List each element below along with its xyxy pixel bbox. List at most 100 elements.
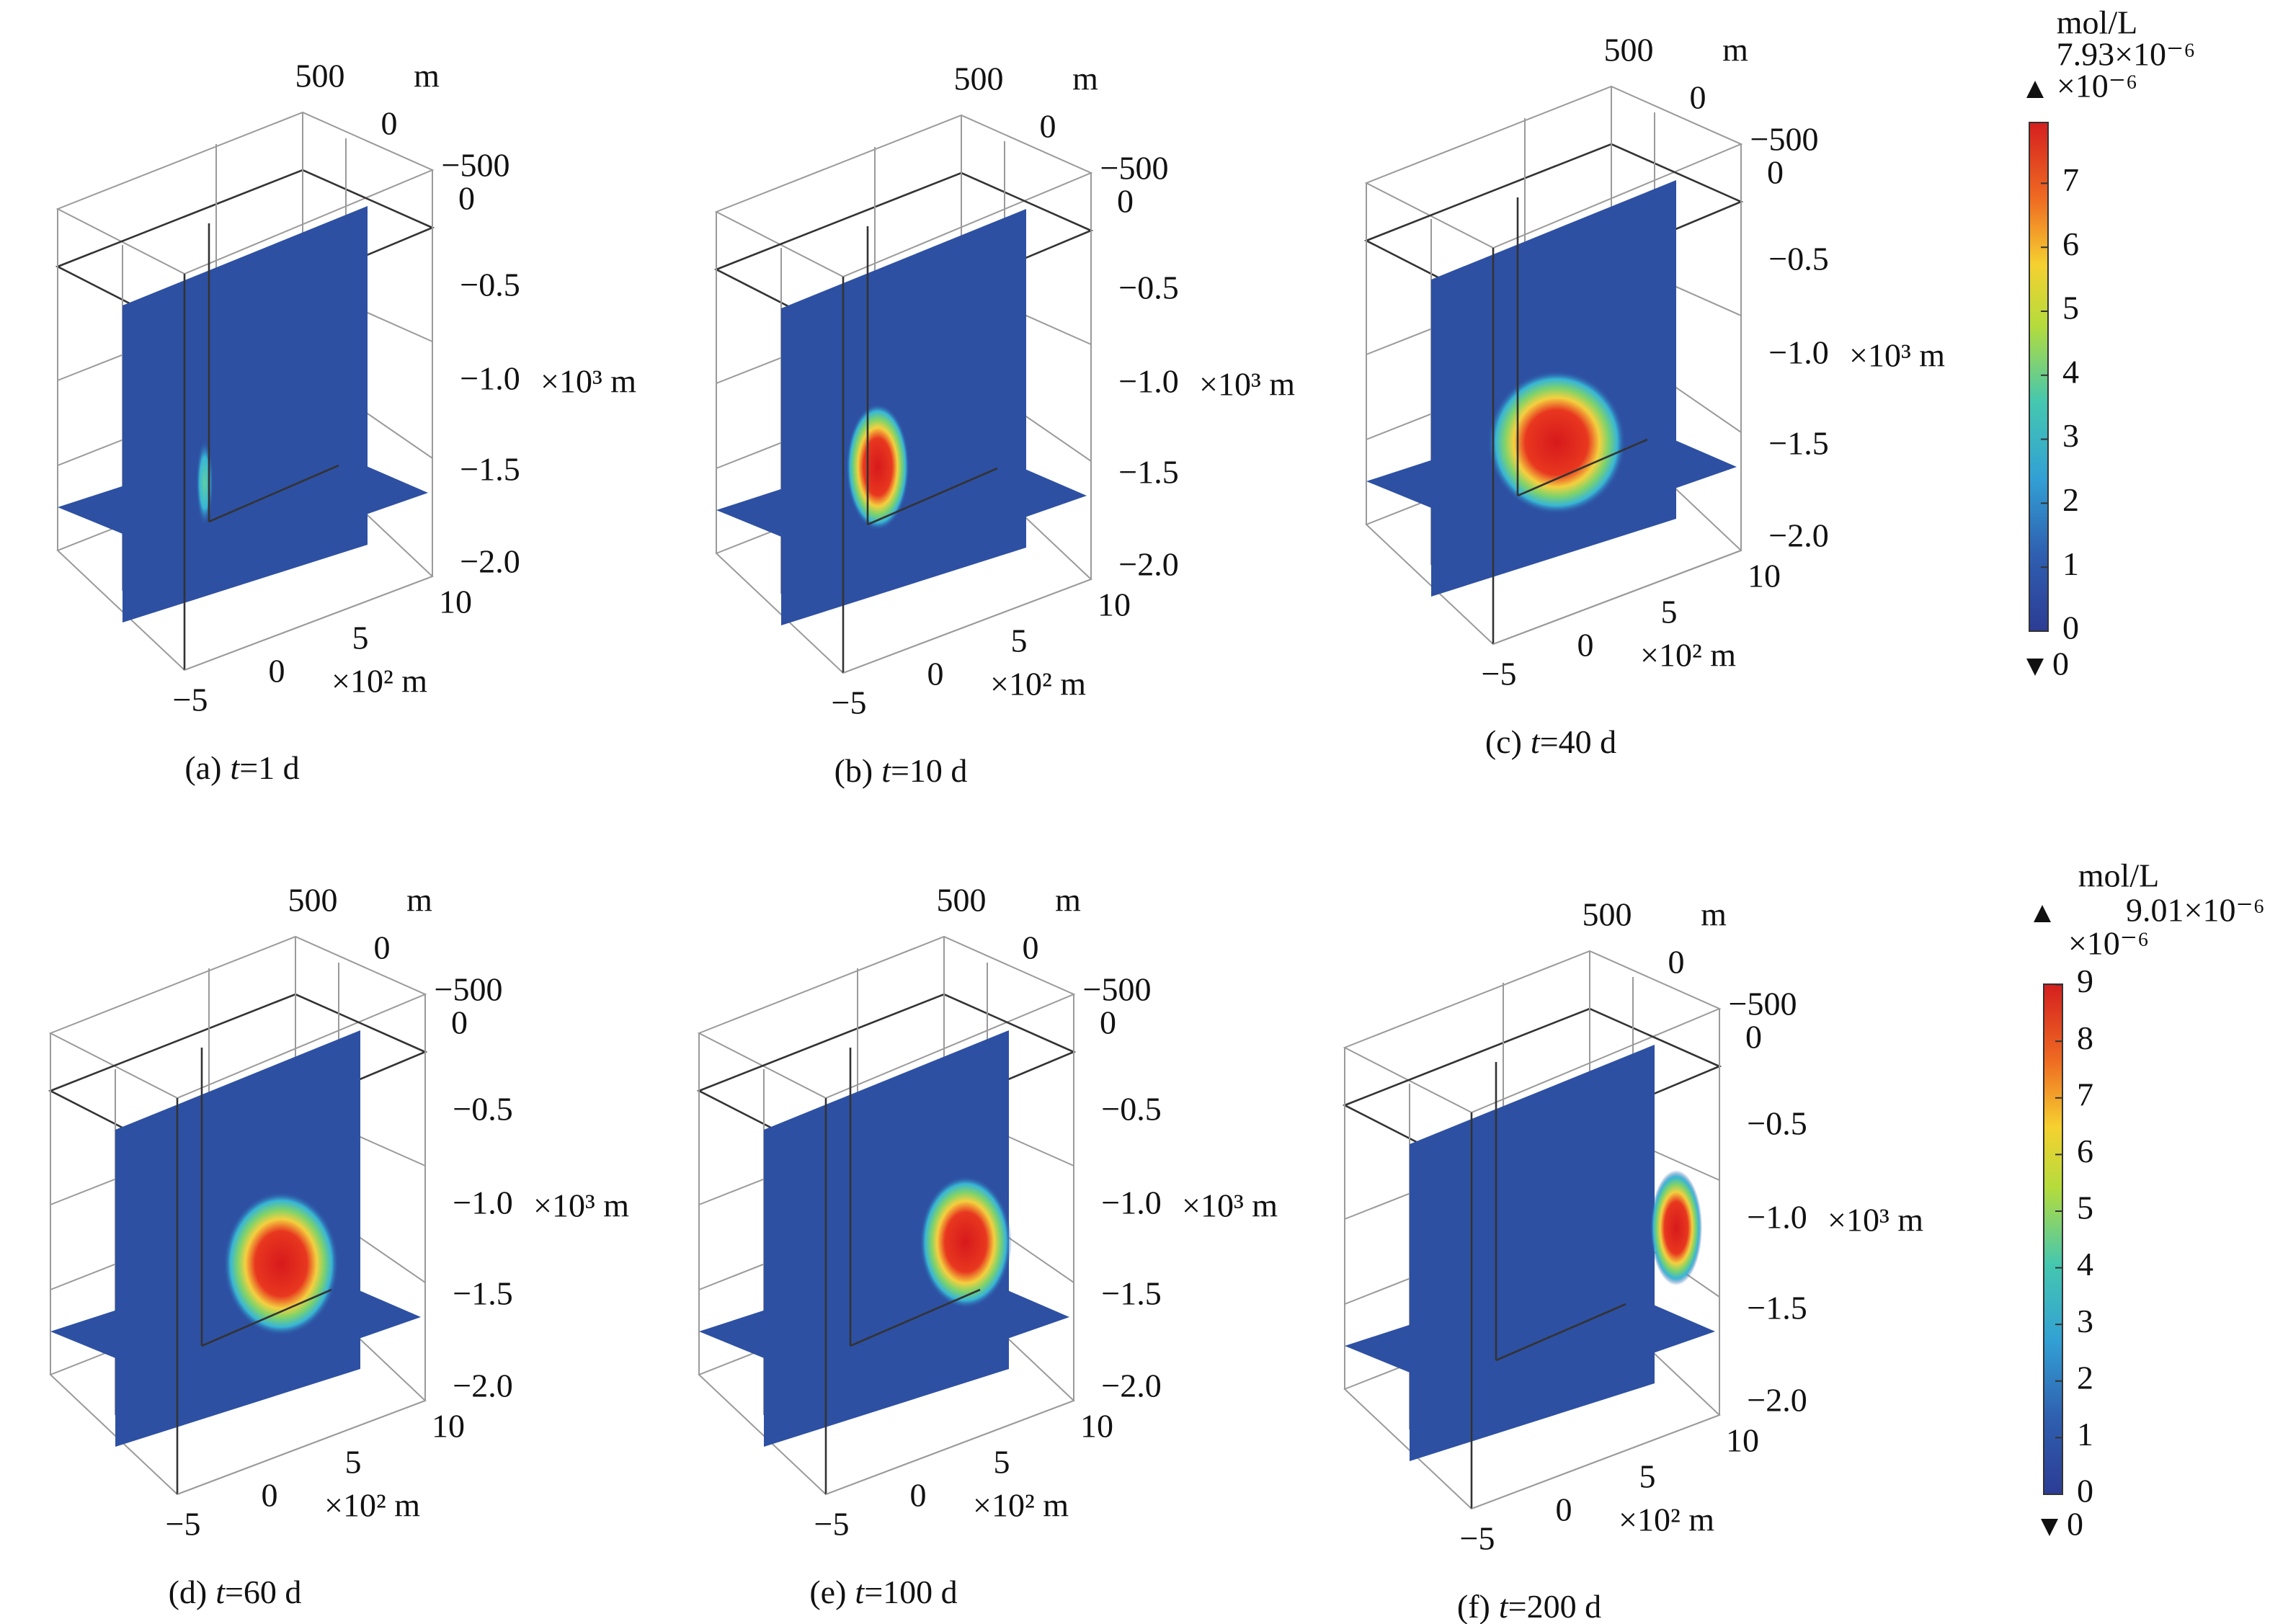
x-tick-label: −5 [814,1506,850,1543]
z-tick-label: −0.5 [1101,1091,1161,1128]
colorbar-tick-label: 4 [2077,1246,2093,1282]
x-axis-unit: ×10² m [1640,637,1736,674]
x-axis-unit: ×10² m [973,1487,1069,1524]
caption-label: (b) [834,752,873,789]
colorbar-tick-label: 7 [2077,1076,2093,1112]
caption-value: =10 d [891,752,967,789]
z-tick-label: −0.5 [1118,269,1178,306]
caption-value: =60 d [225,1574,301,1610]
colorbar-tick-label: 2 [2062,481,2079,518]
caption-variable: t [1499,1588,1509,1624]
z-tick-label: −1.5 [1101,1275,1161,1312]
caption-label: (e) [809,1574,846,1610]
y-axis-unit: m [406,882,432,919]
x-tick-label: 5 [345,1444,362,1481]
caption: (f) t=200 d [1457,1588,1601,1624]
x-tick-label: 0 [262,1477,278,1514]
colorbar-tick-label: 3 [2062,417,2079,454]
x-tick-label: 10 [1748,558,1781,594]
z-tick-label: −2.0 [460,543,520,580]
colorbar-unit: mol/L [2057,4,2137,41]
colorbar: mol/L7.93×10⁻⁶×10⁻⁶ 0 1 2 3 4 5 6 7 0 [2026,4,2195,682]
caption: (d) t=60 d [169,1574,302,1610]
plume [920,1176,1012,1308]
y-axis-label: −500 [435,971,503,1008]
x-axis-unit: ×10² m [990,666,1086,702]
y-axis-label: −500 [442,147,510,184]
x-tick-label: 10 [1098,586,1131,623]
y-axis-label: 500 [1604,32,1654,68]
z-tick-label: −2.0 [1747,1382,1807,1419]
y-axis-label: 0 [1690,79,1706,116]
x-tick-label: 5 [352,620,369,656]
plume [1650,1170,1702,1285]
x-axis-unit: ×10² m [331,663,427,700]
z-tick-label: 0 [458,180,475,217]
caption: (b) t=10 d [834,752,968,789]
y-axis-label: −500 [1083,971,1152,1008]
caption: (a) t=1 d [184,749,299,786]
vertical-slice [1410,1045,1655,1461]
vertical-slice [781,209,1026,625]
z-tick-label: −1.5 [1768,425,1828,462]
caption-label: (c) [1485,723,1522,760]
z-tick-label: 0 [1767,154,1784,191]
z-axis-unit: ×10³ m [1828,1202,1923,1239]
x-tick-label: −5 [1482,656,1517,692]
colorbar-max: 7.93×10⁻⁶ [2057,36,2196,73]
y-axis-unit: m [1055,882,1081,919]
z-tick-label: −2.0 [453,1368,512,1404]
x-axis-unit: ×10² m [324,1487,420,1524]
x-tick-label: −5 [1460,1520,1495,1557]
z-tick-label: −2.0 [1118,546,1178,583]
y-axis-label: 500 [295,58,345,94]
max-triangle [2026,81,2044,98]
y-axis-label: 0 [1023,929,1039,966]
z-tick-label: −0.5 [1768,241,1828,277]
z-axis-unit: ×10³ m [1849,337,1945,374]
y-axis-label: 500 [288,882,338,919]
z-tick-label: −1.5 [1747,1290,1807,1326]
x-tick-label: 0 [927,656,944,692]
caption-label: (a) [184,749,221,786]
y-axis-label: 0 [381,105,398,142]
z-tick-label: 0 [1117,183,1134,220]
min-triangle [2026,659,2044,676]
caption-variable: t [1531,723,1541,760]
box-edge [184,576,433,671]
colorbar-tick-label: 1 [2062,545,2079,582]
z-tick-label: −0.5 [460,267,520,303]
x-tick-label: 10 [439,584,472,620]
caption-variable: t [230,749,240,786]
y-axis-label: −500 [1750,121,1819,158]
colorbar-scale: ×10⁻⁶ [2068,925,2149,962]
colorbar-tick-label: 3 [2077,1303,2093,1339]
caption-value: =1 d [239,749,299,786]
plume [223,1192,339,1336]
x-tick-label: 5 [994,1444,1010,1481]
x-tick-label: 0 [1556,1491,1572,1528]
x-tick-label: 5 [1661,594,1678,630]
x-tick-label: 0 [269,653,285,690]
horizontal-slice [699,1257,1069,1393]
y-axis-label: 0 [374,929,391,966]
y-axis-label: 500 [937,882,987,919]
colorbar-max: 9.01×10⁻⁶ [2126,892,2265,929]
well-bottom [208,464,339,523]
caption-variable: t [215,1574,226,1610]
box-edge [1471,1414,1720,1509]
colorbar-bar [2043,983,2063,1495]
y-axis-label: 500 [954,61,1004,97]
z-tick-label: −1.0 [1768,334,1828,371]
z-tick-label: −1.5 [1118,454,1178,491]
x-axis-unit: ×10² m [1619,1502,1714,1538]
colorbar-min: 0 [2052,646,2069,682]
colorbar-tick-label: 6 [2077,1133,2093,1169]
x-tick-label: 0 [1577,627,1594,664]
y-axis-label: 500 [1583,896,1632,933]
y-axis-label: 0 [1040,108,1056,145]
